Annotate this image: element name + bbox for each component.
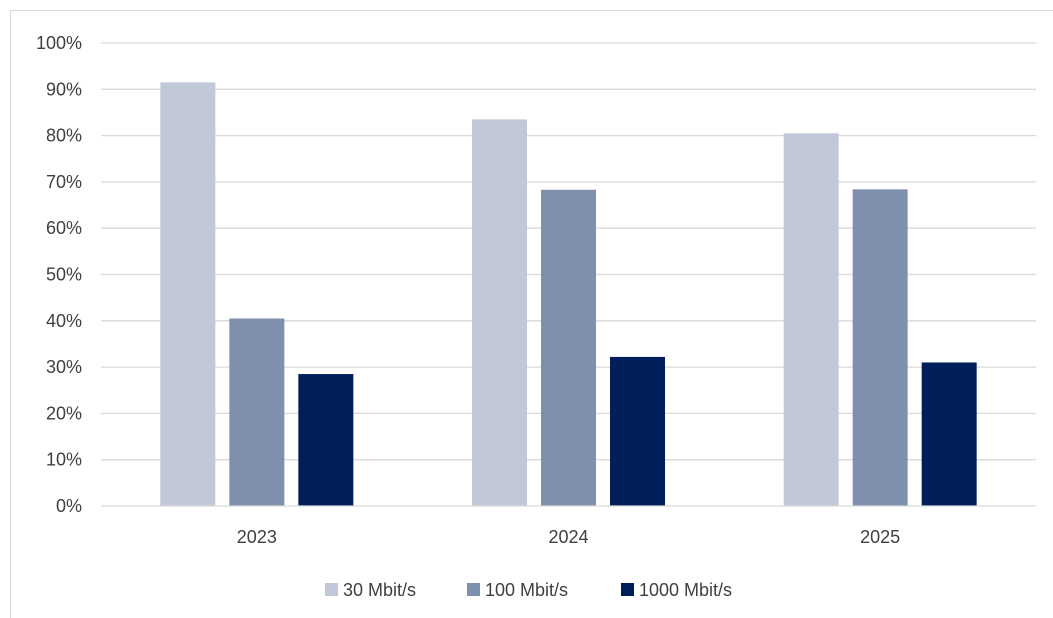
- bar-2024-100-mbit-s: [541, 189, 596, 506]
- x-tick-label: 2024: [548, 527, 588, 547]
- bars: [160, 82, 977, 507]
- bar-2025-30-mbit-s: [783, 133, 839, 506]
- y-tick-label: 70%: [46, 172, 82, 192]
- y-tick-label: 90%: [46, 79, 82, 99]
- bar-2024-1000-mbit-s: [610, 356, 665, 506]
- y-tick-label: 20%: [46, 403, 82, 423]
- bar-2023-1000-mbit-s: [298, 374, 354, 506]
- bar-2025-1000-mbit-s: [921, 362, 977, 506]
- x-axis-tick-labels: 2023 2024 2025: [237, 527, 900, 547]
- x-tick-label: 2025: [860, 527, 900, 547]
- y-tick-label: 0%: [56, 496, 82, 516]
- legend-label: 100 Mbit/s: [485, 580, 568, 600]
- legend-swatch: [325, 583, 338, 596]
- y-tick-label: 80%: [46, 126, 82, 146]
- bar-2025-100-mbit-s: [852, 189, 908, 507]
- x-tick-label: 2023: [237, 527, 277, 547]
- chart-frame: [10, 10, 1053, 618]
- bar-2023-30-mbit-s: [160, 82, 216, 506]
- y-tick-label: 10%: [46, 450, 82, 470]
- legend-swatch: [467, 583, 480, 596]
- legend-label: 1000 Mbit/s: [639, 580, 732, 600]
- legend-item: 30 Mbit/s: [325, 580, 416, 600]
- legend: 30 Mbit/s 100 Mbit/s 1000 Mbit/s: [325, 580, 732, 600]
- y-tick-label: 60%: [46, 218, 82, 238]
- y-tick-label: 50%: [46, 265, 82, 285]
- bar-2024-30-mbit-s: [472, 119, 527, 507]
- legend-item: 1000 Mbit/s: [621, 580, 732, 600]
- y-tick-label: 30%: [46, 357, 82, 377]
- legend-label: 30 Mbit/s: [343, 580, 416, 600]
- y-axis-tick-labels: 0% 10% 20% 30% 40% 50% 60% 70% 80% 90% 100%: [36, 33, 82, 516]
- y-tick-label: 100%: [36, 33, 82, 53]
- legend-swatch: [621, 583, 634, 596]
- legend-item: 100 Mbit/s: [467, 580, 568, 600]
- bar-2023-100-mbit-s: [229, 318, 285, 506]
- y-tick-label: 40%: [46, 311, 82, 331]
